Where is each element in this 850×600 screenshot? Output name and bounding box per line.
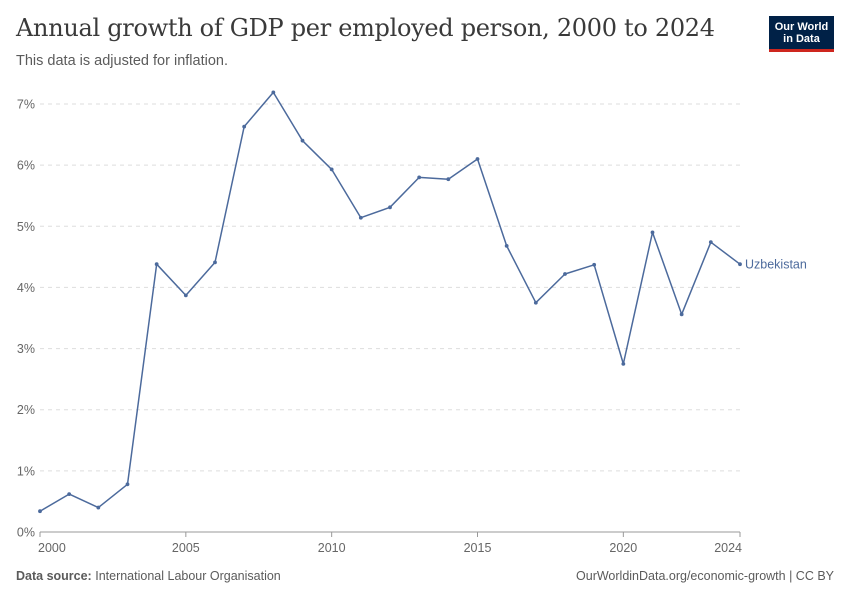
data-point bbox=[300, 138, 305, 143]
line-chart: 0% 1% 2% 3% 4% 5% 6% 7% 2000 2005 2010 2015 2020 2024… bbox=[17, 90, 807, 556]
series-label-uzbekistan: Uzbekistan bbox=[745, 258, 807, 272]
grid-layer bbox=[40, 103, 740, 533]
x-tick-label: 2005 bbox=[172, 541, 200, 555]
data-point bbox=[738, 262, 742, 267]
data-point bbox=[621, 361, 626, 366]
data-point bbox=[475, 157, 480, 161]
x-tick-label: 2010 bbox=[318, 541, 346, 555]
data-source-label: Data source: bbox=[16, 569, 92, 583]
data-source-value: International Labour Organisation bbox=[95, 569, 281, 583]
y-tick-label: 2% bbox=[17, 403, 35, 417]
data-point bbox=[358, 215, 363, 220]
y-tick-label: 5% bbox=[17, 220, 35, 234]
data-point bbox=[329, 167, 334, 172]
data-point bbox=[708, 240, 713, 245]
x-tick-label: 2000 bbox=[38, 541, 66, 555]
data-point bbox=[417, 175, 422, 180]
data-point bbox=[96, 505, 101, 510]
data-source: Data source: International Labour Organi… bbox=[16, 569, 281, 583]
data-point bbox=[446, 177, 451, 182]
footer-separator: | bbox=[785, 569, 796, 583]
logo-line-2: in Data bbox=[783, 33, 820, 45]
data-point bbox=[213, 260, 217, 265]
y-tick-label: 7% bbox=[17, 98, 35, 112]
series-line-uzbekistan bbox=[39, 91, 741, 512]
x-tick-label: 2015 bbox=[464, 541, 492, 555]
data-point bbox=[183, 293, 188, 298]
license-link[interactable]: CC BY bbox=[795, 569, 834, 583]
data-point bbox=[679, 312, 684, 317]
y-tick-label: 1% bbox=[17, 464, 35, 478]
data-point bbox=[592, 262, 597, 267]
data-point bbox=[67, 492, 72, 496]
y-tick-label: 0% bbox=[17, 526, 35, 540]
owid-logo[interactable]: Our World in Data bbox=[769, 16, 834, 52]
source-url-link[interactable]: OurWorldinData.org/economic-growth bbox=[576, 569, 786, 583]
data-point bbox=[563, 272, 567, 276]
y-tick-label: 3% bbox=[17, 342, 35, 356]
data-point bbox=[650, 230, 655, 235]
data-point bbox=[533, 300, 538, 305]
footer-links: OurWorldinData.org/economic-growth | CC … bbox=[576, 569, 834, 583]
y-tick-label: 4% bbox=[17, 281, 35, 295]
data-point bbox=[154, 262, 159, 267]
chart-title: Annual growth of GDP per employed person… bbox=[16, 14, 715, 42]
data-point bbox=[125, 482, 130, 487]
axis-layer: 0% 1% 2% 3% 4% 5% 6% 7% 2000 2005 2010 2015 2020 2024 bbox=[17, 98, 742, 556]
data-point bbox=[388, 205, 392, 210]
logo-line-1: Our World bbox=[774, 21, 829, 33]
series-layer: Uzbekistan bbox=[38, 90, 807, 514]
chart-subtitle: This data is adjusted for inflation. bbox=[16, 53, 228, 69]
data-point bbox=[38, 509, 42, 514]
x-tick-label: 2020 bbox=[609, 541, 637, 555]
data-point bbox=[504, 243, 509, 248]
x-tick-label: 2024 bbox=[714, 541, 742, 555]
y-tick-label: 6% bbox=[17, 159, 35, 173]
data-point bbox=[242, 124, 247, 129]
data-point bbox=[271, 90, 276, 95]
